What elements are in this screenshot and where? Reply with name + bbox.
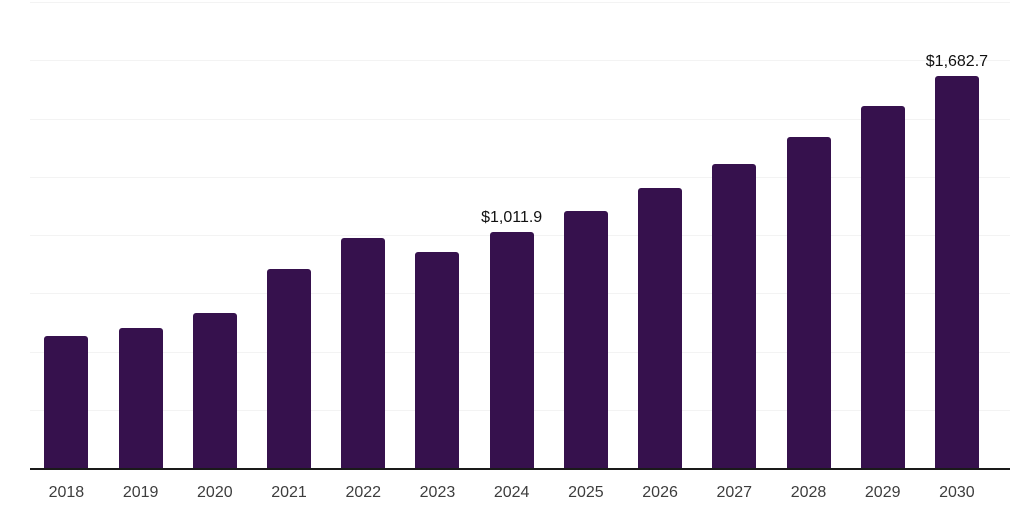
bar-2025 <box>563 211 608 468</box>
bar-2028 <box>786 137 831 468</box>
bar-2029 <box>860 106 905 468</box>
gridline-1750 <box>30 60 1010 62</box>
x-tick-label-2023: 2023 <box>419 484 456 501</box>
bar-2018 <box>44 335 89 468</box>
bar-2020 <box>192 312 237 468</box>
bar-2022 <box>341 238 386 468</box>
x-tick-label-2024: 2024 <box>493 484 530 501</box>
bar-2027 <box>712 163 757 468</box>
x-tick-label-2018: 2018 <box>48 484 85 501</box>
data-label-2030: $1,682.7 <box>925 52 989 70</box>
x-tick-label-2028: 2028 <box>790 484 827 501</box>
x-tick-label-2027: 2027 <box>716 484 753 501</box>
x-tick-label-2019: 2019 <box>122 484 159 501</box>
bar-2024 <box>489 232 534 468</box>
gridline-2000 <box>30 2 1010 3</box>
x-tick-label-2020: 2020 <box>197 484 233 501</box>
bar-2019 <box>118 327 163 468</box>
x-tick-label-2025: 2025 <box>568 484 604 501</box>
x-tick-label-2030: 2030 <box>939 484 975 501</box>
bar-2023 <box>415 251 460 468</box>
x-tick-label-2022: 2022 <box>345 484 382 501</box>
x-tick-label-2021: 2021 <box>271 484 307 501</box>
x-tick-label-2029: 2029 <box>864 484 901 501</box>
bar-2026 <box>638 188 683 468</box>
bar-2030 <box>934 75 979 468</box>
gridline-1500 <box>30 118 1010 120</box>
gridline-1250 <box>30 176 1010 178</box>
x-axis-line <box>30 468 1010 470</box>
x-tick-label-2026: 2026 <box>642 484 678 501</box>
data-label-2024: $1,011.9 <box>481 209 543 227</box>
bar-2021 <box>267 268 312 468</box>
